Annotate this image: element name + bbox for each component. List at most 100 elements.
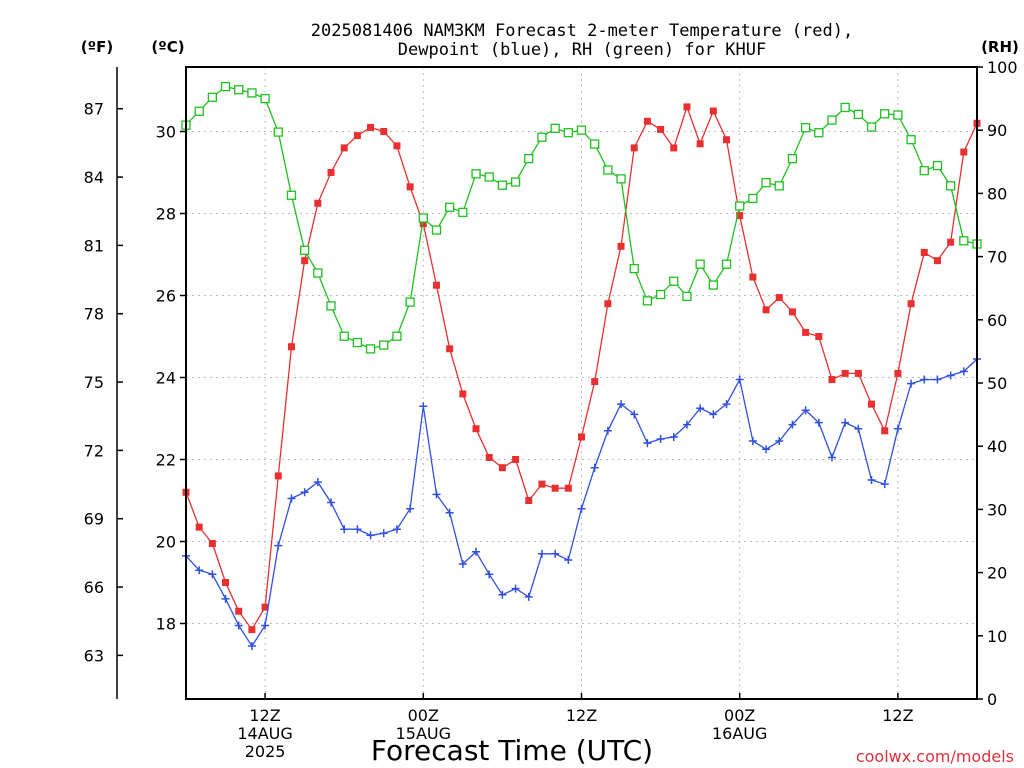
temperature-point-28 xyxy=(551,484,559,492)
rh-tick-label-10: 100 xyxy=(987,58,1018,77)
temperature-point-35 xyxy=(643,117,651,125)
dewpoint-point-20 xyxy=(445,508,454,517)
dewpoint-point-58 xyxy=(946,371,955,380)
dewpoint-point-7 xyxy=(274,541,283,550)
dewpoint-point-40 xyxy=(709,410,718,419)
dewpoint-point-5 xyxy=(247,642,256,651)
dewpoint-point-18 xyxy=(419,402,428,411)
time-tick-label-3-1: 16AUG xyxy=(712,724,767,743)
temperature-point-52 xyxy=(868,400,876,408)
fahrenheit-tick-label-8: 87 xyxy=(84,100,104,119)
celsius-unit-label: (ºC) xyxy=(151,38,184,56)
dewpoint-point-3 xyxy=(221,594,230,603)
temperature-point-23 xyxy=(485,453,493,461)
celsius-tick-label-4: 26 xyxy=(156,287,176,306)
rh-tick-label-0: 0 xyxy=(987,690,997,709)
plot-frame xyxy=(185,66,978,700)
rh-point-52 xyxy=(866,122,877,132)
celsius-axis: 18 20 22 24 26 28 30 xyxy=(156,123,186,634)
dewpoint-point-13 xyxy=(353,525,362,534)
rh-point-27 xyxy=(537,132,547,142)
rh-point-49 xyxy=(827,115,837,125)
dewpoint-point-4 xyxy=(234,621,243,630)
rh-point-51 xyxy=(853,109,863,120)
time-tick-label-0-1: 14AUG xyxy=(237,724,292,743)
fahrenheit-tick-label-7: 84 xyxy=(84,168,104,187)
dewpoint-point-16 xyxy=(392,525,401,534)
dewpoint-point-28 xyxy=(551,549,560,558)
time-tick-label-3-0: 00Z xyxy=(724,706,755,725)
dewpoint-point-35 xyxy=(643,439,652,448)
dewpoint-point-44 xyxy=(762,445,771,454)
dewpoint-point-14 xyxy=(366,531,375,540)
rh-tick-label-5: 50 xyxy=(987,374,1007,393)
series-dewpoint xyxy=(182,355,981,651)
temperature-point-40 xyxy=(709,107,717,115)
temperature-point-56 xyxy=(920,248,928,256)
temperature-point-58 xyxy=(947,238,955,246)
dewpoint-point-48 xyxy=(814,418,823,427)
dewpoint-point-49 xyxy=(827,453,836,462)
temperature-point-38 xyxy=(683,103,691,111)
temperature-point-11 xyxy=(327,169,335,176)
dewpoint-point-17 xyxy=(406,504,415,513)
temperature-point-42 xyxy=(736,212,744,220)
rh-point-31 xyxy=(590,139,600,149)
dewpoint-point-53 xyxy=(880,480,889,489)
series-temperature xyxy=(182,103,981,634)
dewpoint-point-10 xyxy=(313,478,322,487)
dewpoint-point-59 xyxy=(959,367,968,376)
rh-point-37 xyxy=(669,276,679,286)
rh-point-2 xyxy=(207,92,218,102)
temperature-point-29 xyxy=(564,484,572,492)
rh-point-22 xyxy=(471,169,481,179)
rh-point-43 xyxy=(748,193,758,204)
celsius-tick-label-5: 28 xyxy=(156,205,176,224)
rh-tick-label-1: 10 xyxy=(987,627,1007,646)
fahrenheit-tick-label-4: 75 xyxy=(84,373,104,392)
temperature-point-44 xyxy=(762,306,770,314)
temperature-point-39 xyxy=(696,140,704,148)
rh-point-46 xyxy=(787,153,798,164)
rh-point-36 xyxy=(655,289,666,300)
dewpoint-point-8 xyxy=(287,494,296,503)
temperature-point-5 xyxy=(248,626,256,634)
series-layer xyxy=(181,81,982,651)
rh-point-20 xyxy=(445,202,455,212)
rh-point-47 xyxy=(800,123,811,133)
dewpoint-point-26 xyxy=(524,592,533,601)
dewpoint-point-54 xyxy=(893,424,902,433)
dewpoint-point-36 xyxy=(656,435,665,443)
dewpoint-point-29 xyxy=(564,555,573,564)
temperature-point-17 xyxy=(406,183,414,191)
temperature-point-6 xyxy=(261,603,269,611)
temperature-point-45 xyxy=(775,294,783,302)
temperature-point-7 xyxy=(274,472,282,480)
rh-point-8 xyxy=(286,190,297,200)
rh-tick-label-4: 40 xyxy=(987,437,1007,456)
rh-point-42 xyxy=(735,201,745,211)
x-axis-label: Forecast Time (UTC) xyxy=(371,734,653,767)
dewpoint-point-55 xyxy=(907,379,916,388)
fahrenheit-tick-label-1: 66 xyxy=(84,578,104,597)
rh-point-55 xyxy=(906,135,916,145)
rh-point-11 xyxy=(326,301,336,311)
celsius-tick-label-2: 22 xyxy=(156,451,176,470)
dewpoint-point-43 xyxy=(748,437,757,446)
time-tick-label-1-0: 00Z xyxy=(408,706,439,725)
temperature-point-32 xyxy=(604,300,612,308)
rh-point-19 xyxy=(431,225,442,235)
temperature-point-41 xyxy=(723,136,731,144)
fahrenheit-tick-label-2: 69 xyxy=(84,510,104,529)
dewpoint-point-30 xyxy=(577,504,586,513)
temperature-point-8 xyxy=(287,343,295,351)
celsius-tick-label-1: 20 xyxy=(156,533,176,552)
rh-point-24 xyxy=(497,180,508,190)
rh-point-13 xyxy=(352,337,363,348)
rh-tick-label-9: 90 xyxy=(987,121,1007,140)
rh-point-18 xyxy=(418,213,428,223)
rh-point-33 xyxy=(616,174,626,184)
temperature-point-18 xyxy=(419,220,427,228)
dewpoint-point-1 xyxy=(195,566,204,575)
